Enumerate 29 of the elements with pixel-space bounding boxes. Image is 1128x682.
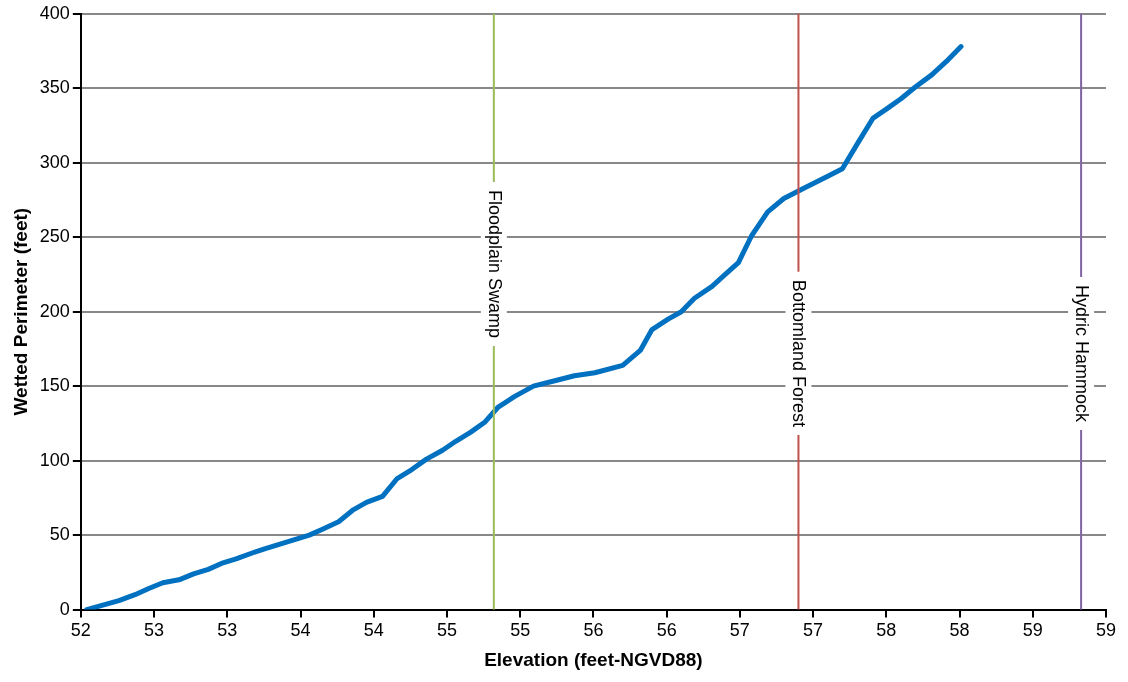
x-axis-title: Elevation (feet-NGVD88) [484,648,703,670]
x-tick-label: 58 [876,620,897,641]
ref-line-label: Bottomland Forest [789,279,810,427]
x-tick-label: 52 [70,620,91,641]
x-tick-label: 55 [436,620,457,641]
y-tick-label: 250 [39,226,70,247]
x-tick-label: 58 [949,620,970,641]
x-tick-label: 53 [217,620,238,641]
x-tick-label: 57 [803,620,824,641]
y-tick-label: 0 [59,598,70,619]
ref-line-label: Floodplain Swamp [484,190,505,339]
y-tick-label: 350 [39,77,70,98]
x-tick-label: 55 [510,620,531,641]
y-tick-label: 300 [39,151,70,172]
y-tick-label: 100 [39,449,70,470]
y-axis-title: Wetted Perimeter (feet) [9,207,31,416]
x-tick-label: 56 [656,620,677,641]
x-tick-label: 54 [290,620,311,641]
x-tick-label: 53 [144,620,165,641]
x-tick-label: 54 [363,620,384,641]
x-tick-label: 56 [583,620,604,641]
x-tick-label: 57 [729,620,750,641]
y-tick-label: 400 [39,2,70,23]
x-tick-label: 59 [1022,620,1043,641]
y-tick-label: 200 [39,300,70,321]
ref-line-label: Hydric Hammock [1072,284,1093,423]
x-tick-label: 59 [1095,620,1117,641]
y-tick-label: 150 [39,375,70,396]
y-tick-label: 50 [49,524,70,545]
